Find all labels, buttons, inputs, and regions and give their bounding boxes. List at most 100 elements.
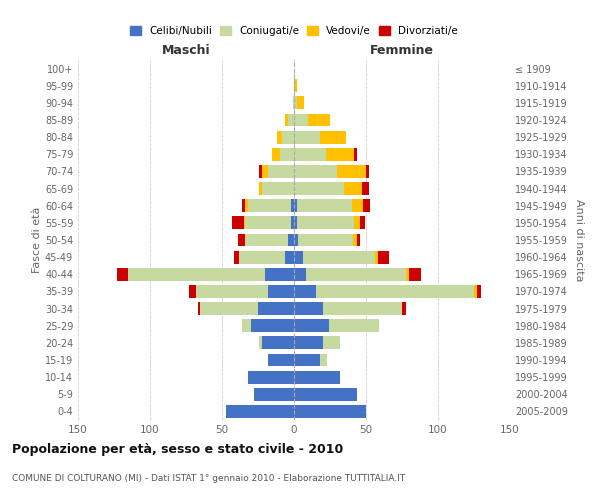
Bar: [474, 285, 477, 298]
Bar: [259, 182, 262, 195]
Bar: [477, 285, 481, 298]
Bar: [294, 285, 316, 298]
Bar: [294, 182, 344, 195]
Bar: [298, 234, 353, 246]
Bar: [242, 200, 245, 212]
Bar: [326, 148, 355, 160]
Bar: [268, 165, 294, 178]
Bar: [242, 320, 251, 332]
Bar: [280, 148, 294, 160]
Bar: [268, 285, 294, 298]
Bar: [294, 336, 323, 349]
Bar: [297, 96, 304, 110]
Bar: [239, 250, 286, 264]
Bar: [233, 250, 239, 264]
Text: Popolazione per età, sesso e stato civile - 2010: Popolazione per età, sesso e stato civil…: [12, 442, 343, 456]
Bar: [258, 302, 294, 315]
Bar: [265, 268, 294, 280]
Bar: [294, 388, 358, 400]
Bar: [244, 216, 245, 230]
Bar: [358, 234, 360, 246]
Bar: [316, 285, 474, 298]
Bar: [360, 216, 365, 230]
Bar: [305, 268, 406, 280]
Bar: [200, 302, 258, 315]
Bar: [248, 370, 294, 384]
Bar: [294, 96, 297, 110]
Bar: [294, 216, 297, 230]
Bar: [238, 234, 245, 246]
Bar: [344, 182, 362, 195]
Bar: [291, 200, 294, 212]
Bar: [277, 130, 283, 143]
Legend: Celibi/Nubili, Coniugati/e, Vedovi/e, Divorziati/e: Celibi/Nubili, Coniugati/e, Vedovi/e, Di…: [126, 22, 462, 40]
Bar: [245, 216, 291, 230]
Bar: [272, 148, 280, 160]
Bar: [294, 354, 320, 366]
Y-axis label: Anni di nascita: Anni di nascita: [574, 198, 584, 281]
Bar: [128, 268, 265, 280]
Bar: [262, 336, 294, 349]
Bar: [302, 250, 374, 264]
Bar: [286, 114, 288, 126]
Bar: [362, 182, 369, 195]
Bar: [294, 370, 340, 384]
Bar: [320, 130, 346, 143]
Bar: [323, 336, 340, 349]
Bar: [254, 388, 294, 400]
Bar: [366, 165, 369, 178]
Y-axis label: Fasce di età: Fasce di età: [32, 207, 42, 273]
Bar: [323, 302, 402, 315]
Bar: [294, 165, 337, 178]
Bar: [377, 250, 389, 264]
Bar: [291, 216, 294, 230]
Bar: [288, 114, 294, 126]
Bar: [251, 320, 294, 332]
Bar: [245, 200, 248, 212]
Bar: [196, 285, 268, 298]
Bar: [409, 268, 421, 280]
Bar: [262, 182, 294, 195]
Bar: [294, 200, 297, 212]
Bar: [320, 354, 327, 366]
Bar: [308, 114, 330, 126]
Bar: [294, 302, 323, 315]
Bar: [259, 165, 262, 178]
Bar: [337, 165, 366, 178]
Bar: [294, 114, 308, 126]
Bar: [294, 130, 320, 143]
Bar: [259, 336, 262, 349]
Bar: [294, 80, 297, 92]
Bar: [294, 268, 305, 280]
Bar: [294, 405, 366, 418]
Bar: [248, 200, 291, 212]
Bar: [197, 302, 200, 315]
Bar: [262, 165, 268, 178]
Bar: [355, 148, 358, 160]
Bar: [294, 320, 329, 332]
Bar: [294, 148, 326, 160]
Bar: [406, 268, 409, 280]
Bar: [245, 234, 288, 246]
Text: Femmine: Femmine: [370, 44, 434, 57]
Bar: [297, 200, 352, 212]
Bar: [293, 96, 294, 110]
Bar: [353, 234, 358, 246]
Bar: [402, 302, 406, 315]
Bar: [374, 250, 377, 264]
Bar: [232, 216, 244, 230]
Bar: [352, 200, 363, 212]
Bar: [363, 200, 370, 212]
Text: Maschi: Maschi: [161, 44, 211, 57]
Bar: [286, 250, 294, 264]
Bar: [189, 285, 196, 298]
Text: COMUNE DI COLTURANO (MI) - Dati ISTAT 1° gennaio 2010 - Elaborazione TUTTITALIA.: COMUNE DI COLTURANO (MI) - Dati ISTAT 1°…: [12, 474, 405, 483]
Bar: [268, 354, 294, 366]
Bar: [226, 405, 294, 418]
Bar: [329, 320, 379, 332]
Bar: [288, 234, 294, 246]
Bar: [355, 216, 360, 230]
Bar: [117, 268, 128, 280]
Bar: [283, 130, 294, 143]
Bar: [294, 234, 298, 246]
